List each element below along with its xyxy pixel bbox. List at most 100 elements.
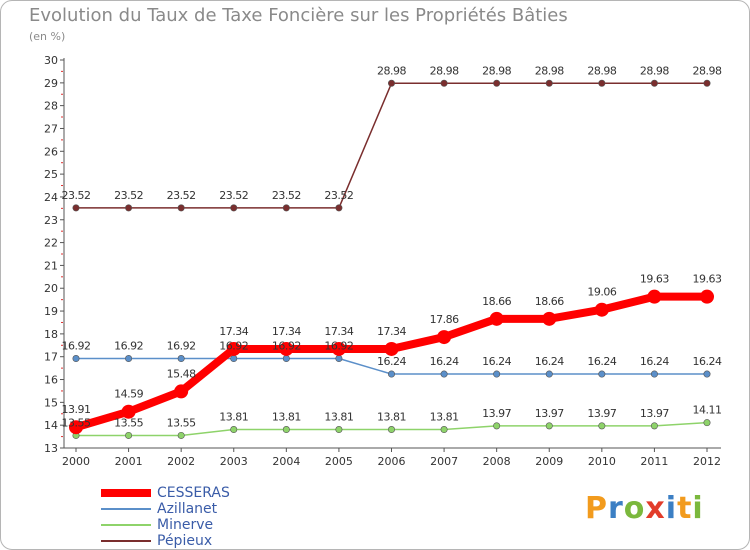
- data-point: [282, 426, 290, 434]
- data-point: [440, 79, 448, 87]
- data-label: 18.66: [535, 295, 564, 308]
- data-point: [545, 79, 553, 87]
- brand-letter: o: [623, 491, 646, 526]
- data-point: [387, 370, 395, 378]
- y-tick-label: 21: [44, 259, 58, 272]
- data-point: [125, 355, 133, 363]
- y-tick-label: 16: [44, 374, 58, 387]
- data-label: 23.52: [324, 189, 353, 202]
- data-label: 28.98: [587, 64, 616, 77]
- data-label: 28.98: [430, 64, 459, 77]
- data-label: 19.06: [587, 286, 616, 299]
- x-tick-label: 2008: [483, 455, 511, 468]
- legend-swatch: [101, 489, 151, 497]
- data-label: 16.24: [430, 355, 459, 368]
- data-point: [282, 204, 290, 212]
- y-tick-label: 18: [44, 328, 58, 341]
- y-tick-label: 19: [44, 305, 58, 318]
- data-point: [493, 370, 501, 378]
- data-label: 23.52: [114, 189, 143, 202]
- y-tick-label: 17: [44, 351, 58, 364]
- data-point: [230, 426, 238, 434]
- data-label: 13.97: [587, 407, 616, 420]
- brand-letter: t: [677, 491, 693, 526]
- x-tick-label: 2000: [62, 455, 90, 468]
- data-label: 17.34: [324, 325, 353, 338]
- x-tick-label: 2001: [115, 455, 143, 468]
- data-label: 13.81: [377, 411, 406, 424]
- data-point: [230, 204, 238, 212]
- y-axis-unit-label: (en %): [29, 30, 66, 43]
- brand-logo: Proxiti: [585, 491, 704, 526]
- data-point: [125, 204, 133, 212]
- x-tick-label: 2006: [378, 455, 406, 468]
- data-label: 16.24: [535, 355, 564, 368]
- x-tick-label: 2005: [325, 455, 353, 468]
- data-point: [650, 79, 658, 87]
- data-point: [493, 79, 501, 87]
- data-point: [226, 341, 241, 356]
- data-label: 18.66: [482, 295, 511, 308]
- data-label: 13.81: [272, 411, 301, 424]
- data-label: 23.52: [62, 189, 91, 202]
- data-point: [174, 384, 189, 399]
- y-tick-label: 27: [44, 122, 58, 135]
- data-point: [125, 431, 133, 439]
- data-label: 13.91: [62, 403, 91, 416]
- y-tick-label: 20: [44, 282, 58, 295]
- data-point: [72, 355, 80, 363]
- data-label: 16.24: [587, 355, 616, 368]
- data-label: 14.59: [114, 388, 143, 401]
- data-point: [542, 311, 557, 326]
- brand-letter: i: [692, 491, 704, 526]
- y-tick-label: 23: [44, 214, 58, 227]
- legend-swatch: [101, 508, 151, 510]
- data-label: 13.55: [62, 416, 91, 429]
- data-label: 13.97: [535, 407, 564, 420]
- data-point: [121, 404, 136, 419]
- data-point: [703, 370, 711, 378]
- data-label: 14.11: [693, 404, 722, 417]
- data-point: [489, 311, 504, 326]
- legend-swatch: [101, 540, 151, 542]
- data-point: [437, 330, 452, 345]
- data-point: [384, 341, 399, 356]
- y-tick-label: 30: [44, 54, 58, 67]
- data-label: 15.48: [167, 367, 196, 380]
- data-point: [647, 289, 662, 304]
- data-point: [335, 204, 343, 212]
- data-point: [650, 370, 658, 378]
- y-tick-label: 13: [44, 442, 58, 455]
- data-point: [331, 341, 346, 356]
- data-point: [703, 79, 711, 87]
- data-point: [335, 355, 343, 363]
- data-point: [177, 355, 185, 363]
- y-tick-label: 22: [44, 237, 58, 250]
- brand-letter: i: [665, 491, 678, 526]
- data-label: 13.81: [430, 411, 459, 424]
- y-tick-label: 28: [44, 100, 58, 113]
- data-label: 28.98: [377, 64, 406, 77]
- data-label: 16.92: [219, 340, 248, 353]
- y-tick-label: 24: [44, 191, 58, 204]
- legend-label: CESSERAS: [157, 485, 230, 501]
- x-tick-label: 2009: [535, 455, 563, 468]
- data-point: [72, 204, 80, 212]
- data-point: [493, 422, 501, 430]
- x-tick-label: 2007: [430, 455, 458, 468]
- data-label: 16.24: [377, 355, 406, 368]
- data-point: [594, 302, 609, 317]
- data-point: [387, 426, 395, 434]
- data-label: 23.52: [167, 189, 196, 202]
- data-label: 17.86: [430, 313, 459, 326]
- x-tick-label: 2003: [220, 455, 248, 468]
- data-label: 17.34: [219, 325, 248, 338]
- data-label: 28.98: [535, 64, 564, 77]
- x-tick-label: 2002: [167, 455, 195, 468]
- data-label: 13.97: [482, 407, 511, 420]
- data-point: [279, 341, 294, 356]
- data-point: [177, 204, 185, 212]
- legend-label: Minerve: [157, 517, 214, 533]
- x-tick-label: 2011: [640, 455, 668, 468]
